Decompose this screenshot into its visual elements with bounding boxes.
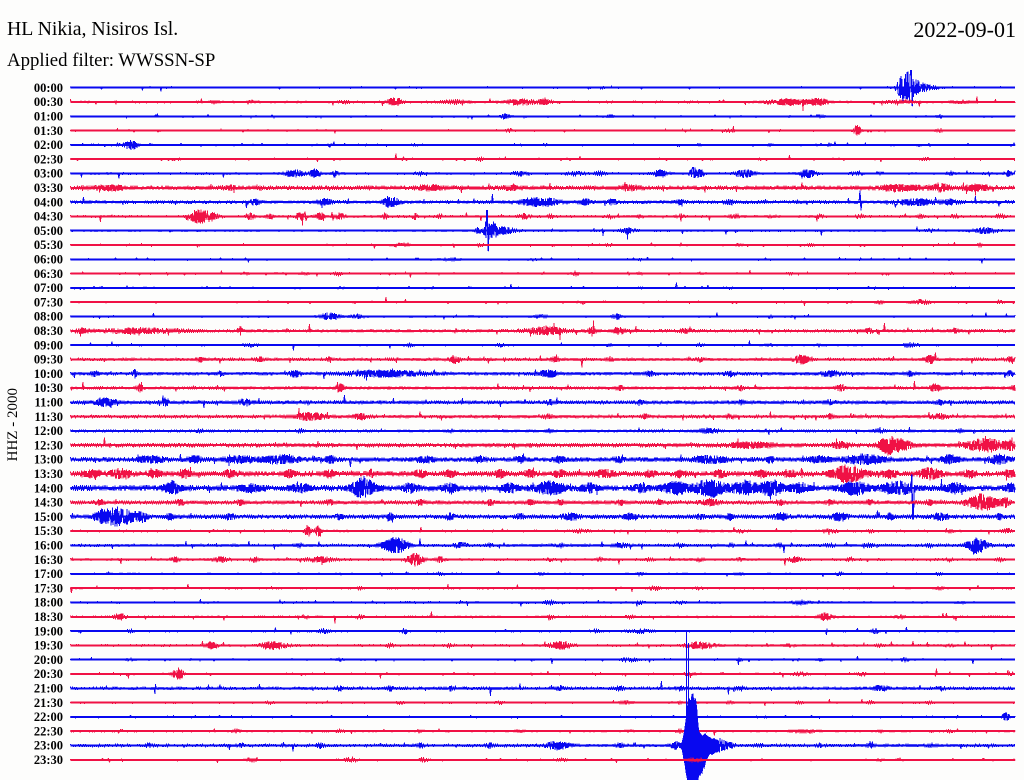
svg-text:18:00: 18:00 [34, 596, 63, 610]
svg-text:23:30: 23:30 [34, 753, 63, 767]
svg-text:22:00: 22:00 [34, 710, 63, 724]
svg-text:17:30: 17:30 [34, 581, 63, 595]
svg-text:13:00: 13:00 [34, 453, 63, 467]
svg-text:22:30: 22:30 [34, 724, 63, 738]
svg-text:21:30: 21:30 [34, 696, 63, 710]
svg-text:05:30: 05:30 [34, 238, 63, 252]
svg-text:03:00: 03:00 [34, 167, 63, 181]
svg-text:12:30: 12:30 [34, 438, 63, 452]
svg-text:11:00: 11:00 [35, 396, 63, 410]
svg-text:01:30: 01:30 [34, 124, 63, 138]
svg-text:19:00: 19:00 [34, 624, 63, 638]
svg-text:14:00: 14:00 [34, 481, 63, 495]
svg-text:14:30: 14:30 [34, 496, 63, 510]
svg-text:19:30: 19:30 [34, 639, 63, 653]
svg-text:10:30: 10:30 [34, 381, 63, 395]
svg-text:17:00: 17:00 [34, 567, 63, 581]
svg-text:20:00: 20:00 [34, 653, 63, 667]
svg-text:09:30: 09:30 [34, 353, 63, 367]
svg-text:13:30: 13:30 [34, 467, 63, 481]
svg-text:01:00: 01:00 [34, 110, 63, 124]
svg-text:18:30: 18:30 [34, 610, 63, 624]
svg-text:11:30: 11:30 [35, 410, 63, 424]
svg-text:15:00: 15:00 [34, 510, 63, 524]
svg-text:03:30: 03:30 [34, 181, 63, 195]
svg-text:2022-09-01: 2022-09-01 [913, 17, 1016, 42]
svg-text:16:30: 16:30 [34, 553, 63, 567]
svg-text:HHZ - 2000: HHZ - 2000 [5, 388, 21, 461]
svg-text:00:30: 00:30 [34, 95, 63, 109]
svg-text:08:00: 08:00 [34, 310, 63, 324]
svg-text:08:30: 08:30 [34, 324, 63, 338]
svg-text:02:30: 02:30 [34, 152, 63, 166]
svg-text:Applied filter: WWSSN-SP: Applied filter: WWSSN-SP [7, 50, 215, 71]
svg-text:HL Nikia, Nisiros Isl.: HL Nikia, Nisiros Isl. [7, 18, 178, 40]
svg-text:00:00: 00:00 [34, 81, 63, 95]
svg-text:04:30: 04:30 [34, 210, 63, 224]
svg-text:06:30: 06:30 [34, 267, 63, 281]
svg-text:06:00: 06:00 [34, 253, 63, 267]
svg-text:12:00: 12:00 [34, 424, 63, 438]
svg-text:09:00: 09:00 [34, 338, 63, 352]
svg-text:20:30: 20:30 [34, 667, 63, 681]
svg-text:16:00: 16:00 [34, 539, 63, 553]
svg-text:04:00: 04:00 [34, 195, 63, 209]
svg-text:23:00: 23:00 [34, 739, 63, 753]
svg-text:07:00: 07:00 [34, 281, 63, 295]
svg-text:05:00: 05:00 [34, 224, 63, 238]
svg-text:02:00: 02:00 [34, 138, 63, 152]
svg-text:10:00: 10:00 [34, 367, 63, 381]
svg-text:07:30: 07:30 [34, 295, 63, 309]
svg-text:15:30: 15:30 [34, 524, 63, 538]
svg-text:21:00: 21:00 [34, 682, 63, 696]
